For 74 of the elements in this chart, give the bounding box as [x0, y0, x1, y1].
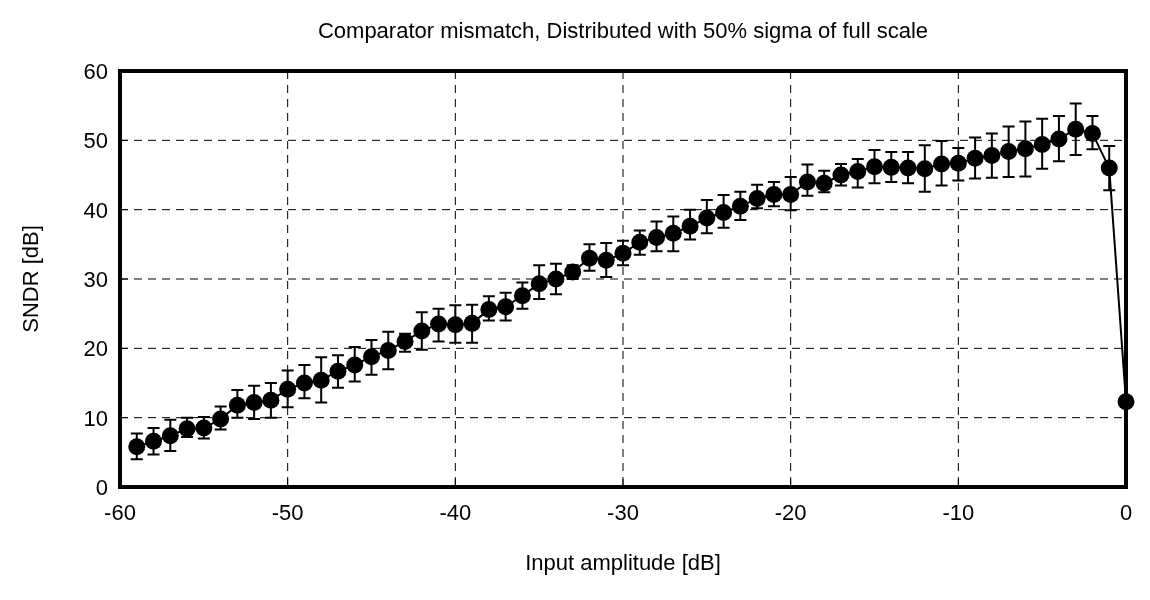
point: [631, 233, 649, 251]
point: [698, 209, 716, 227]
point: [430, 315, 448, 333]
point: [346, 356, 364, 374]
point: [329, 362, 347, 380]
point: [916, 160, 934, 178]
point: [312, 371, 330, 389]
point: [580, 249, 598, 267]
point: [212, 410, 230, 428]
point: [681, 217, 699, 235]
x-tick-label: -60: [104, 500, 136, 525]
point: [815, 174, 833, 192]
point: [882, 158, 900, 176]
point: [597, 251, 615, 269]
point: [648, 228, 666, 246]
point: [195, 419, 213, 437]
point: [866, 158, 883, 176]
point: [614, 244, 632, 262]
point: [413, 322, 431, 340]
point: [798, 173, 816, 191]
point: [279, 380, 297, 398]
point: [295, 374, 313, 392]
point: [1100, 159, 1118, 177]
point: [748, 190, 766, 208]
point: [530, 275, 548, 293]
point: [765, 185, 783, 203]
point: [1067, 120, 1085, 138]
point: [379, 341, 397, 359]
point: [899, 159, 917, 177]
point: [949, 154, 967, 172]
point: [161, 427, 179, 445]
y-tick-label: 20: [83, 336, 108, 362]
point: [1016, 140, 1034, 158]
x-tick-label: -40: [439, 500, 472, 525]
point: [1083, 124, 1101, 142]
point: [145, 432, 163, 450]
y-axis-title: SNDR [dB]: [18, 225, 43, 333]
point: [262, 391, 280, 409]
point: [782, 185, 800, 203]
point: [363, 348, 380, 366]
point: [715, 203, 733, 221]
y-tick-label: 0: [95, 475, 108, 500]
point: [178, 420, 196, 438]
point: [664, 224, 682, 242]
point: [966, 149, 984, 167]
point: [983, 147, 1001, 165]
y-tick-label: 60: [83, 59, 108, 84]
x-tick-label: -10: [942, 500, 975, 525]
x-tick-label: 0: [1119, 500, 1133, 525]
point: [1033, 135, 1051, 153]
point: [228, 396, 246, 414]
point: [446, 316, 464, 334]
x-tick-label: -20: [774, 500, 807, 525]
y-tick-label: 30: [83, 267, 108, 292]
point: [497, 298, 515, 316]
point: [480, 301, 498, 319]
x-axis-title: Input amplitude [dB]: [525, 550, 721, 575]
point: [245, 393, 263, 411]
chart-title: Comparator mismatch, Distributed with 50% sigma of full scale: [317, 18, 929, 43]
y-tick-label: 50: [83, 128, 108, 154]
x-tick-label: -50: [271, 500, 304, 525]
point: [731, 197, 749, 215]
point: [933, 155, 951, 173]
point: [513, 287, 531, 305]
point: [547, 270, 565, 288]
y-tick-label: 10: [83, 405, 108, 431]
point: [849, 163, 867, 181]
point: [1050, 130, 1068, 148]
point: [128, 438, 146, 456]
x-tick-label: -30: [607, 500, 639, 525]
point: [463, 314, 481, 332]
point: [1000, 142, 1018, 160]
y-tick-label: 40: [83, 197, 108, 223]
point: [832, 166, 850, 184]
